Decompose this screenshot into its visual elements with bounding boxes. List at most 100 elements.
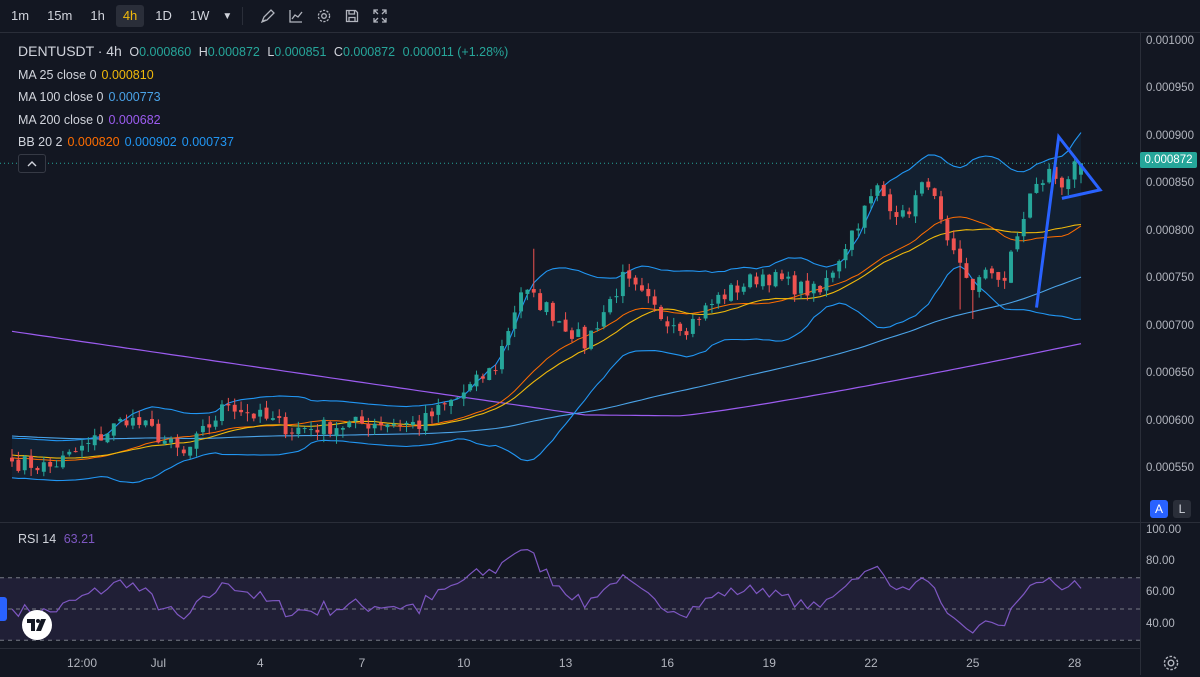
indicator-legend-row[interactable]: MA 25 close 0 0.000810 (18, 64, 508, 87)
candle-body (646, 288, 651, 297)
indicator-value: 0.000902 (124, 135, 177, 149)
candle (86, 437, 91, 453)
candle (716, 292, 721, 309)
candle (436, 398, 441, 423)
candle-body (996, 272, 1001, 280)
timeframe-1D[interactable]: 1D (155, 8, 172, 23)
indicator-value: 0.000810 (101, 67, 154, 82)
candle-body (423, 413, 428, 431)
candle-body (455, 397, 460, 399)
candle (111, 423, 116, 441)
candle-body (849, 230, 854, 250)
candle (849, 230, 854, 257)
candle (29, 449, 34, 476)
candle-body (207, 424, 212, 428)
collapse-legend-button[interactable] (18, 154, 46, 173)
candle-body (80, 445, 84, 451)
indicator-legend-row[interactable]: MA 200 close 0 0.000682 (18, 109, 508, 132)
candle (601, 305, 606, 330)
time-axis-label: 28 (1067, 656, 1082, 670)
candle (779, 269, 784, 281)
candle (538, 288, 543, 312)
candle (283, 412, 288, 439)
candle-body (989, 268, 994, 274)
candle-body (436, 404, 441, 415)
candle (703, 302, 708, 321)
rsi-name[interactable]: RSI 14 (18, 532, 57, 546)
candle-body (1015, 236, 1020, 250)
candle (843, 243, 848, 269)
candle-body (493, 370, 498, 372)
candle-body (519, 292, 524, 312)
rsi-line (11, 548, 1082, 634)
candle (302, 426, 307, 434)
candle (480, 373, 485, 383)
candle-body (614, 296, 619, 298)
candle (99, 426, 104, 441)
auto-scale-button[interactable]: A (1150, 500, 1168, 518)
candle (576, 322, 581, 338)
candle (417, 414, 422, 436)
candle-body (837, 261, 842, 272)
time-axis-label: 7 (358, 656, 366, 670)
candle (582, 325, 587, 354)
candle (493, 364, 498, 375)
candle-body (830, 272, 835, 278)
log-scale-button[interactable]: L (1173, 500, 1191, 518)
timeframe-1m[interactable]: 1m (11, 8, 30, 23)
candle (1028, 193, 1033, 219)
candle-body (926, 181, 931, 188)
candle-body (856, 228, 861, 231)
pane-separator[interactable] (0, 522, 1200, 523)
candle (124, 414, 129, 428)
candle-body (334, 428, 339, 437)
candle-body (16, 459, 21, 471)
candle (945, 215, 950, 246)
settings-icon[interactable] (311, 5, 337, 27)
price-chart[interactable] (0, 0, 1140, 675)
timeframe-4h[interactable]: 4h (115, 5, 145, 27)
fullscreen-icon[interactable] (367, 5, 393, 27)
candle (442, 401, 447, 411)
indicators-icon[interactable] (283, 5, 309, 27)
candle (423, 405, 428, 436)
symbol-name[interactable]: DENTUSDT (18, 43, 95, 59)
candle-body (964, 263, 969, 278)
candle (684, 327, 689, 340)
timeframe-dropdown-icon[interactable]: ▼ (222, 10, 233, 22)
time-axis-label: 10 (457, 656, 471, 670)
candle-body (786, 276, 791, 279)
candle-body (73, 451, 78, 453)
candle-body (639, 285, 644, 291)
candle (913, 190, 918, 224)
candle (181, 446, 186, 456)
left-toolbar-handle[interactable] (0, 597, 7, 621)
candle-body (366, 423, 371, 429)
timeframe-15m[interactable]: 15m (47, 8, 73, 23)
candle (512, 305, 517, 338)
candle (996, 271, 1001, 287)
timeframe-1W[interactable]: 1W (189, 8, 210, 23)
candle (932, 187, 937, 200)
candle-body (213, 420, 218, 427)
indicator-value: 0.000773 (108, 90, 161, 104)
candle-body (379, 422, 384, 426)
indicator-legend-row[interactable]: BB 20 2 0.000820 0.000902 0.000737 (18, 131, 508, 154)
chart-settings-icon[interactable] (1162, 654, 1180, 672)
time-axis-label: 19 (762, 656, 776, 670)
candle-body (48, 461, 53, 467)
time-axis-label: 4 (256, 656, 264, 670)
save-icon[interactable] (339, 5, 365, 27)
indicator-legend-row[interactable]: MA 100 close 0 0.000773 (18, 86, 508, 109)
candle (869, 188, 873, 210)
time-axis-border (0, 648, 1140, 649)
candle (499, 339, 504, 374)
timeframe-1h[interactable]: 1h (90, 8, 105, 23)
candle (550, 301, 555, 327)
candle-body (900, 210, 905, 217)
draw-icon[interactable] (255, 5, 281, 27)
candle-body (251, 413, 256, 419)
candle (277, 409, 282, 424)
tradingview-logo[interactable] (22, 610, 52, 640)
symbol-ohlc-row: DENTUSDT · 4h O0.000860 H0.000872 L0.000… (18, 40, 508, 64)
